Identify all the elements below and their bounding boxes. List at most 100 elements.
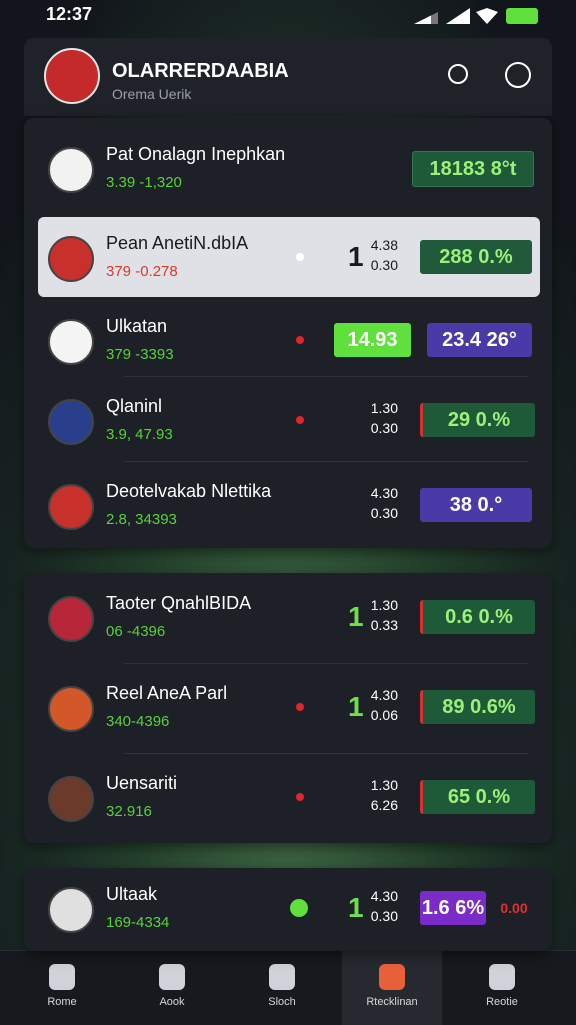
odds-value: 1.30 [370, 400, 398, 416]
lead-number: 1 [348, 241, 364, 272]
row-divider [124, 376, 528, 377]
odds-badge[interactable]: 38 0.° [420, 488, 532, 522]
row-divider [124, 753, 528, 754]
match-row[interactable]: Taoter QnahlBIDA 06 -4396 1 1.30 0.33 0.6 0.% [24, 577, 552, 657]
match-row[interactable]: Pean AnetiN.dbIA 379 -0.278 1 4.38 0.30 288 0… [38, 217, 540, 297]
match-card: Ultaak 169-4334 1 4.30 0.30 1.6 6% 0.00 [24, 868, 552, 950]
nav-item[interactable]: Aook [122, 951, 222, 1025]
odds-badge[interactable]: 89 0.6% [420, 690, 535, 724]
nav-label: Rome [47, 996, 77, 1008]
header-subtitle: Orema Uerik [112, 86, 192, 102]
odds-value: 4.30 [370, 888, 398, 904]
team-detail: 3.39 -1,320 [106, 174, 182, 191]
team-name: Ulkatan [106, 316, 168, 336]
team-logo [48, 147, 94, 193]
nav-icon [159, 964, 185, 990]
odds-badge[interactable]: 0.00 [500, 900, 528, 916]
nav-icon [489, 964, 515, 990]
team-name: Reel AneA Parl [106, 683, 228, 703]
search-button[interactable] [448, 64, 468, 84]
team-detail: 379 -3393 [106, 346, 174, 363]
team-detail: 32.916 [106, 803, 152, 820]
odds-value: 0.30 [370, 908, 398, 924]
match-row[interactable]: Ulkatan 379 -3393 14.93 23.4 26° [24, 300, 552, 380]
nav-item[interactable]: Rome [12, 951, 112, 1025]
team-name: Deotelvakab Nlettika [106, 481, 272, 501]
team-name: Qlaninl [106, 396, 163, 416]
team-detail: 169-4334 [106, 914, 170, 931]
odds-value: 0.30 [370, 505, 398, 521]
lead-number: 1 [348, 601, 364, 632]
team-logo [48, 484, 94, 530]
match-row[interactable]: Deotelvakab Nlettika 2.8, 34393 4.30 0.30 38… [24, 465, 552, 545]
avatar[interactable] [44, 48, 100, 104]
odds-value: 1.30 [370, 597, 398, 613]
odds-value: 0.06 [370, 707, 398, 723]
team-detail: 379 -0.278 [106, 263, 178, 280]
match-row[interactable]: Ultaak 169-4334 1 4.30 0.30 1.6 6% 0.00 [24, 868, 552, 948]
odds-badge[interactable]: 1.6 6% [420, 891, 486, 925]
odds-value: 0.30 [370, 420, 398, 436]
match-row[interactable]: Uensariti 32.916 1.30 6.26 65 0.% [24, 757, 552, 837]
odds-badge[interactable]: 288 0.% [420, 240, 532, 274]
match-row[interactable]: Pat Onalagn Inephkan 3.39 -1,320 18183 8°t [24, 128, 552, 208]
team-logo [48, 399, 94, 445]
status-dot [296, 253, 304, 261]
nav-item[interactable]: Reotie [452, 951, 552, 1025]
match-card: Pat Onalagn Inephkan 3.39 -1,320 18183 8°t… [24, 118, 552, 548]
nav-icon [379, 964, 405, 990]
odds-badge[interactable]: 0.6 0.% [420, 600, 535, 634]
team-detail: 3.9, 47.93 [106, 426, 173, 443]
nav-label: Rtecklinan [366, 996, 418, 1008]
status-dot [296, 703, 304, 711]
bottom-nav: Rome Aook Sloch Rtecklinan Reotie [0, 950, 576, 1025]
odds-value: 6.26 [370, 797, 398, 813]
status-icons [414, 8, 540, 24]
header: OLARRERDAABIA Orema Uerik [24, 38, 552, 116]
team-logo [48, 319, 94, 365]
nav-label: Sloch [268, 996, 296, 1008]
odds-badge[interactable]: 29 0.% [420, 403, 535, 437]
lead-number: 1 [348, 691, 364, 722]
odds-value: 4.30 [370, 485, 398, 501]
team-logo [48, 686, 94, 732]
odds-value: 0.30 [370, 257, 398, 273]
team-logo [48, 776, 94, 822]
team-name: Taoter QnahlBIDA [106, 593, 252, 613]
team-detail: 2.8, 34393 [106, 511, 177, 528]
alert-button[interactable] [505, 62, 531, 88]
odds-badge[interactable]: 65 0.% [420, 780, 535, 814]
match-row[interactable]: Qlaninl 3.9, 47.93 1.30 0.30 29 0.% [24, 380, 552, 460]
odds-badge[interactable]: 14.93 [334, 323, 411, 357]
status-dot [296, 793, 304, 801]
odds-badge[interactable]: 23.4 26° [427, 323, 532, 357]
odds-value: 4.38 [370, 237, 398, 253]
nav-icon [269, 964, 295, 990]
lead-number: 1 [348, 892, 364, 923]
nav-item[interactable]: Sloch [232, 951, 332, 1025]
match-row[interactable]: Reel AneA Parl 340-4396 1 4.30 0.06 89 0.6% [24, 667, 552, 747]
team-logo [48, 236, 94, 282]
row-divider [124, 461, 528, 462]
status-dot [296, 336, 304, 344]
row-divider [124, 663, 528, 664]
team-detail: 06 -4396 [106, 623, 166, 640]
team-name: Uensariti [106, 773, 178, 793]
nav-icon [49, 964, 75, 990]
team-logo [48, 887, 94, 933]
header-title: OLARRERDAABIA [112, 60, 289, 82]
team-logo [48, 596, 94, 642]
status-time: 12:37 [46, 4, 93, 24]
team-name: Pat Onalagn Inephkan [106, 144, 286, 164]
team-detail: 340-4396 [106, 713, 170, 730]
team-name: Ultaak [106, 884, 158, 904]
team-name: Pean AnetiN.dbIA [106, 233, 249, 253]
nav-label: Aook [159, 996, 185, 1008]
odds-value: 0.33 [370, 617, 398, 633]
nav-item[interactable]: Rtecklinan [342, 951, 442, 1025]
status-dot [296, 416, 304, 424]
odds-value: 1.30 [370, 777, 398, 793]
odds-badge[interactable]: 18183 8°t [412, 151, 534, 187]
odds-value: 4.30 [370, 687, 398, 703]
